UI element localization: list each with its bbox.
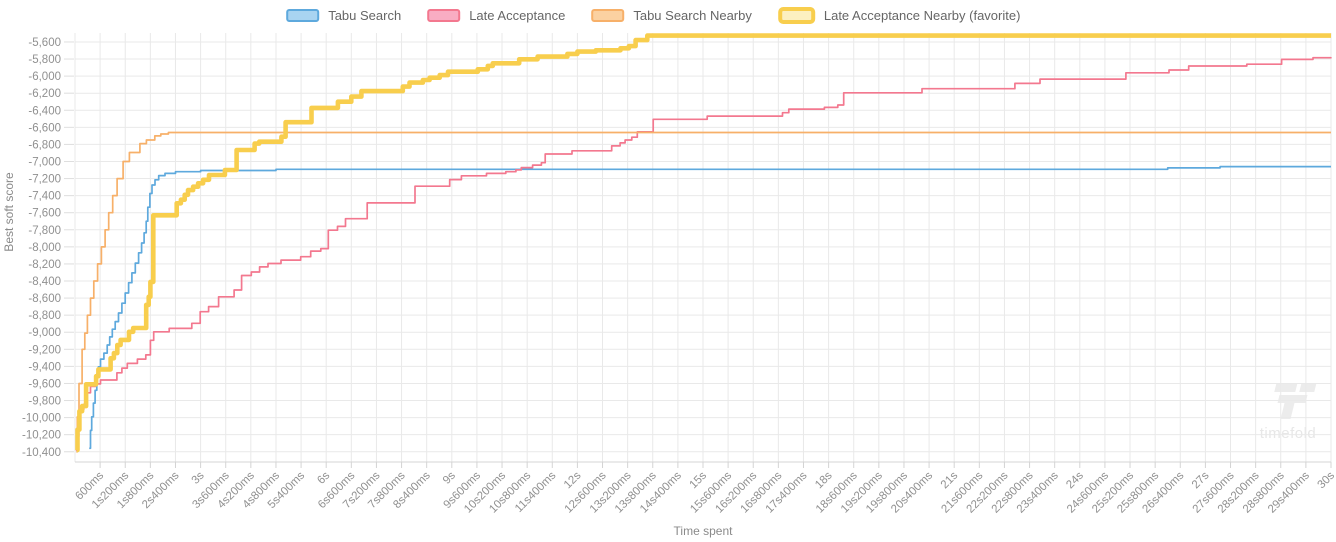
y-tick-label: -8,200 [28,259,61,271]
x-tick-label: 21s [939,469,961,491]
y-tick-label: -5,600 [28,37,61,49]
y-tick-label: -9,000 [28,327,61,339]
series-line-tabu-search-nearby [76,131,1331,453]
legend-swatch-late-acceptance-nearby [777,7,815,24]
y-tick-label: -6,000 [28,71,61,83]
y-tick-label: -6,400 [28,105,61,117]
x-tick-label: 24s [1064,469,1086,491]
x-tick-label: 15s [688,469,710,491]
series-line-late-acceptance-nearby-favorite [75,33,1331,453]
y-tick-label: -9,600 [28,378,61,390]
y-tick-label: -10,400 [22,447,61,459]
y-tick-label: -8,600 [28,293,61,305]
y-tick-label: -5,800 [28,54,61,66]
y-tick-label: -7,800 [28,225,61,237]
y-tick-label: -8,400 [28,276,61,288]
y-tick-label: -6,800 [28,139,61,151]
legend-swatch-tabu-search [286,9,320,22]
y-tick-label: -7,000 [28,156,61,168]
legend-item-tabu-search-nearby[interactable]: Tabu Search Nearby [591,8,752,23]
x-tick-label: 6s [315,469,332,486]
legend-label-late-acceptance-nearby: Late Acceptance Nearby (favorite) [823,8,1021,23]
y-tick-label: -10,200 [22,430,61,442]
y-tick-label: -10,000 [22,413,61,425]
x-tick-label: 27s [1190,469,1212,491]
legend-swatch-tabu-search-nearby [591,9,625,22]
x-axis-title: Time spent [673,524,733,538]
x-tick-label: 18s [813,469,835,491]
y-tick-label: -9,400 [28,361,61,373]
legend-item-late-acceptance-nearby[interactable]: Late Acceptance Nearby (favorite) [777,7,1021,24]
legend: Tabu Search Late Acceptance Tabu Search … [286,7,1020,24]
y-tick-label: -6,600 [28,122,61,134]
y-tick-label: -8,800 [28,310,61,322]
y-tick-label: -8,000 [28,242,61,254]
legend-item-tabu-search[interactable]: Tabu Search [286,8,401,23]
x-tick-label: 9s [441,469,458,486]
x-tick-label: 30s [1316,469,1336,491]
legend-label-late-acceptance: Late Acceptance [469,8,566,23]
legend-label-tabu-search: Tabu Search [328,8,402,23]
y-tick-label: -7,200 [28,174,61,186]
legend-swatch-late-acceptance [427,9,461,22]
watermark-text: timefold [1259,425,1317,442]
y-tick-label: -9,200 [28,344,61,356]
y-tick-label: -6,200 [28,88,61,100]
legend-label-tabu-search-nearby: Tabu Search Nearby [633,8,752,23]
y-tick-label: -9,800 [28,396,61,408]
legend-item-late-acceptance[interactable]: Late Acceptance [427,8,565,23]
y-tick-label: -7,600 [28,208,61,220]
y-axis-title: Best soft score [2,172,16,252]
series-line-late-acceptance [75,56,1332,451]
x-tick-label: 12s [562,469,584,491]
y-tick-label: -7,400 [28,191,61,203]
x-tick-label: 3s [190,469,207,486]
